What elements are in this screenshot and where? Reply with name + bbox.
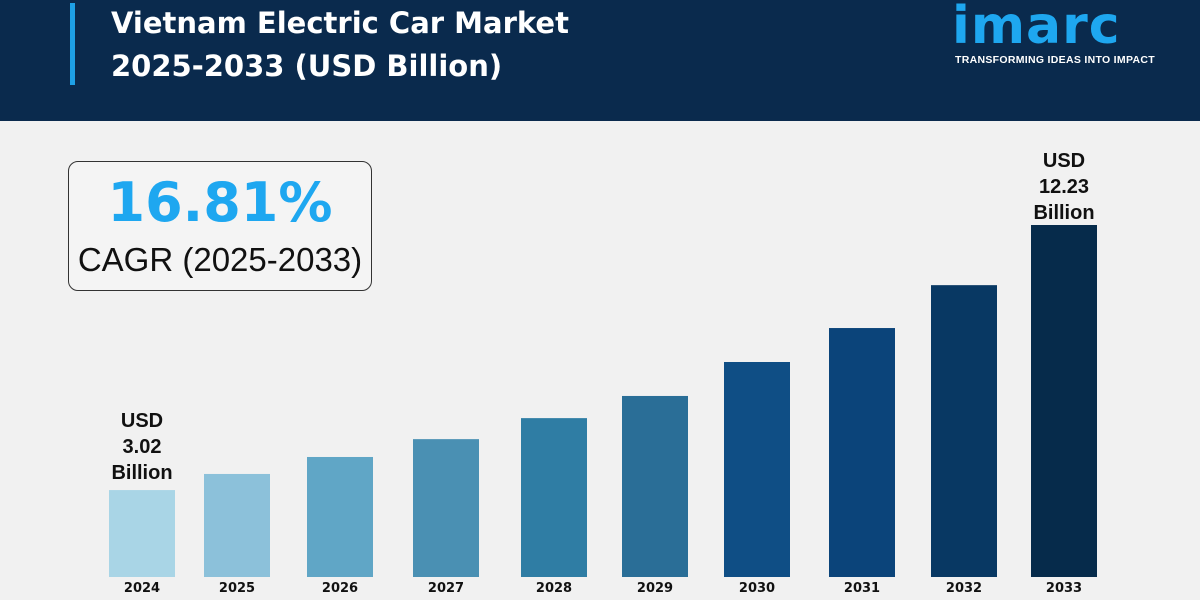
cagr-box: 16.81% CAGR (2025-2033) — [68, 161, 372, 291]
chart-title-line1: Vietnam Electric Car Market — [111, 6, 569, 40]
x-tick-label: 2027 — [428, 581, 464, 596]
bar-2031 — [829, 328, 895, 577]
bar-2030 — [724, 362, 790, 577]
bar-2026 — [307, 456, 373, 577]
bar-2025 — [204, 473, 270, 577]
title-accent-bar — [70, 3, 75, 85]
end-label-scale: Billion — [1033, 202, 1095, 224]
start-label-value: 3.02 — [122, 436, 162, 458]
cagr-label: CAGR (2025-2033) — [77, 241, 363, 278]
end-value-label: USD 12.23 Billion — [1004, 148, 1124, 226]
x-tick-label: 2026 — [322, 581, 358, 596]
start-value-label: USD 3.02 Billion — [82, 408, 202, 486]
x-tick-label: 2028 — [536, 581, 572, 596]
x-tick-label: 2025 — [219, 581, 255, 596]
x-tick-label: 2031 — [844, 581, 880, 596]
bar-2033 — [1031, 225, 1097, 577]
bar-2032 — [931, 285, 997, 577]
start-label-scale: Billion — [111, 462, 173, 484]
bar-2028 — [521, 418, 587, 577]
x-tick-label: 2029 — [637, 581, 673, 596]
start-label-unit: USD — [120, 410, 164, 432]
imarc-logo: imarc — [952, 0, 1121, 56]
header-banner: Vietnam Electric Car Market 2025-2033 (U… — [0, 0, 1200, 121]
cagr-value: 16.81% — [107, 171, 333, 234]
end-label-value: 12.23 — [1038, 176, 1090, 198]
x-tick-label: 2033 — [1046, 581, 1082, 596]
x-tick-label: 2024 — [124, 581, 160, 596]
end-label-unit: USD — [1042, 150, 1086, 172]
bar-2027 — [413, 439, 479, 577]
x-tick-label: 2030 — [739, 581, 775, 596]
logo-tagline: TRANSFORMING IDEAS INTO IMPACT — [955, 54, 1155, 66]
chart-title-line2: 2025-2033 (USD Billion) — [111, 49, 503, 83]
x-tick-label: 2032 — [946, 581, 982, 596]
bar-2029 — [622, 395, 688, 577]
bar-2024 — [109, 490, 175, 577]
